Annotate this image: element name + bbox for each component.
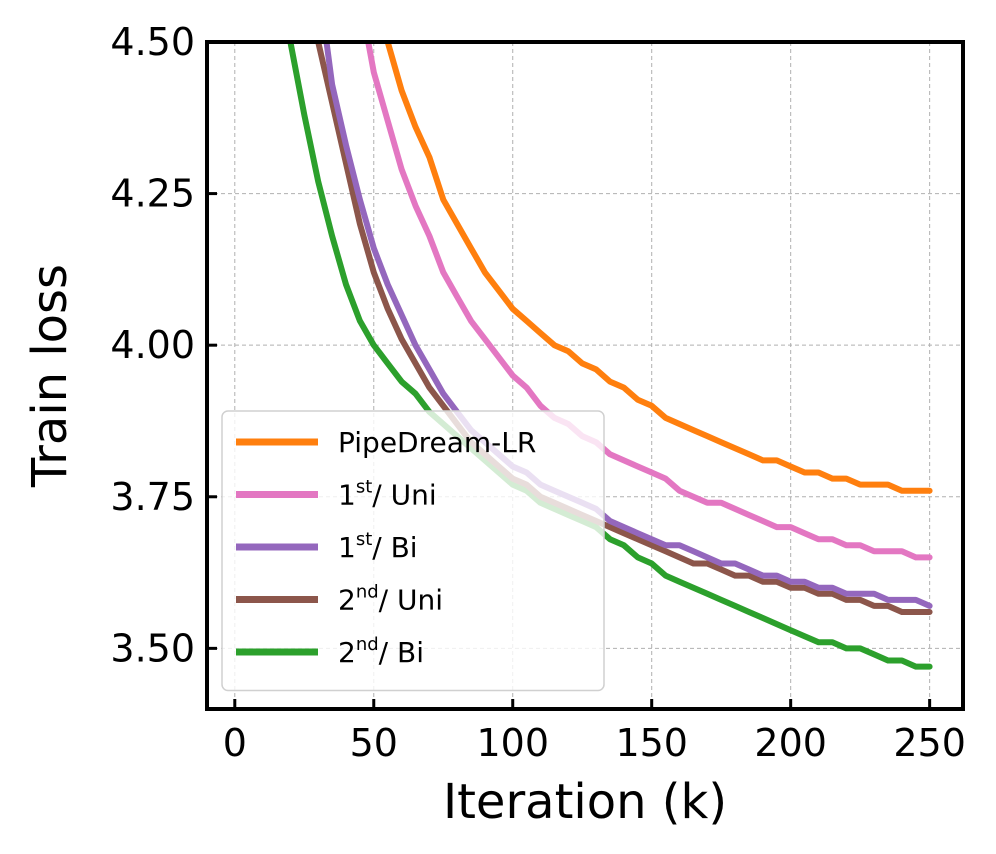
legend-entry-label: 1st/ Bi (338, 529, 418, 564)
series-line-2nd-bi (287, 42, 933, 670)
x-tick-label: 150 (615, 721, 688, 765)
legend-entry-label: 1st/ Uni (338, 477, 437, 512)
series-line-1st-bi (323, 42, 933, 609)
series-line-2nd-uni (315, 42, 933, 615)
y-tick-label: 3.50 (110, 626, 195, 670)
plot-frame (205, 40, 965, 711)
y-tick-label: 3.75 (110, 475, 195, 519)
x-axis-title: Iteration (k) (443, 774, 727, 830)
x-tick-label: 50 (350, 721, 398, 765)
x-tick-label: 0 (223, 721, 247, 765)
legend-entry-label: 2nd/ Uni (338, 582, 443, 617)
y-tick-label: 4.00 (110, 323, 195, 367)
axis-ticks: 0 50 100 150 200 250 3.50 3.75 4.00 4.25 4.50 (110, 20, 966, 765)
legend-box (221, 410, 605, 692)
series-line-pipedream-lr (384, 42, 933, 494)
y-axis-title: Train loss (22, 264, 78, 488)
y-tick-label: 4.25 (110, 172, 195, 216)
x-tick-label: 100 (476, 721, 549, 765)
legend-entry-label: 2nd/ Bi (338, 634, 424, 669)
legend-entry-label: PipeDream-LR (338, 426, 536, 459)
x-tick-label: 200 (754, 721, 827, 765)
legend: PipeDream-LR 1st/ Uni 1st/ Bi 2nd/ Uni 2nd/ … (221, 410, 605, 692)
y-tick-label: 4.50 (110, 20, 195, 64)
x-tick-label: 250 (893, 721, 966, 765)
series-line-1st-uni (365, 42, 933, 561)
series-lines (287, 42, 933, 670)
